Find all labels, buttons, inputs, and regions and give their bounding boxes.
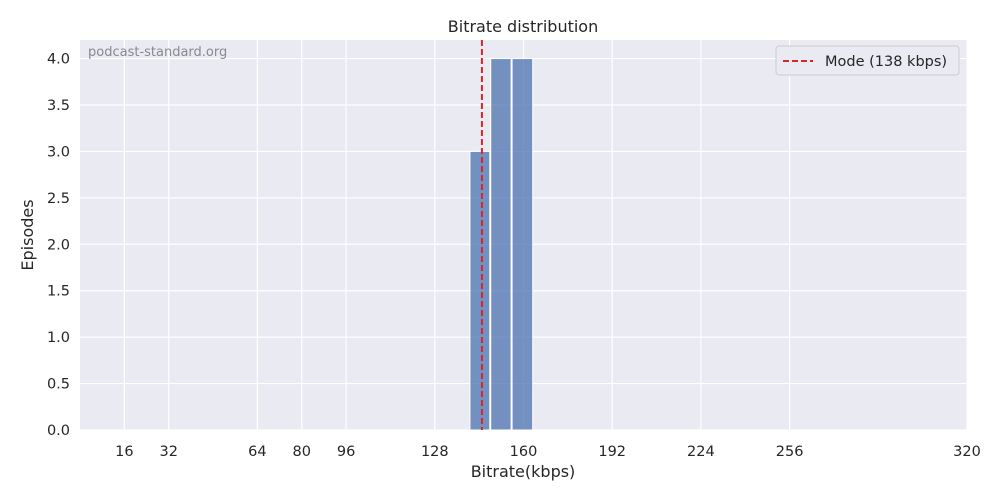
x-tick-label: 80 bbox=[293, 444, 311, 460]
histogram-bar bbox=[490, 58, 512, 431]
y-axis-title: Episodes bbox=[18, 199, 37, 270]
x-tick-label: 224 bbox=[687, 444, 715, 460]
y-tick-label: 3.0 bbox=[47, 144, 70, 160]
x-axis-title: Bitrate(kbps) bbox=[471, 462, 576, 481]
watermark: podcast-standard.org bbox=[88, 45, 227, 60]
y-tick-label: 4.0 bbox=[47, 52, 70, 68]
x-tick-label: 320 bbox=[953, 444, 981, 460]
y-tick-label: 3.5 bbox=[47, 98, 70, 114]
histogram-bars bbox=[469, 58, 534, 431]
histogram-bar bbox=[511, 58, 534, 431]
legend-mode-label: Mode (138 kbps) bbox=[825, 54, 947, 70]
y-tick-label: 2.0 bbox=[47, 237, 70, 253]
x-tick-label: 32 bbox=[159, 444, 177, 460]
y-tick-label: 2.5 bbox=[47, 191, 70, 207]
chart-title: Bitrate distribution bbox=[448, 17, 598, 36]
y-tick-label: 0.5 bbox=[47, 377, 70, 393]
x-tick-label: 160 bbox=[510, 444, 538, 460]
y-tick-label: 0.0 bbox=[47, 423, 70, 439]
x-tick-label: 256 bbox=[776, 444, 804, 460]
y-tick-label: 1.5 bbox=[47, 284, 70, 300]
x-tick-label: 96 bbox=[337, 444, 355, 460]
legend: Mode (138 kbps) bbox=[775, 45, 960, 76]
y-tick-label: 1.0 bbox=[47, 330, 70, 346]
x-tick-label: 128 bbox=[421, 444, 449, 460]
x-tick-labels: 16 32 64 80 96 128 160 192 224 256 320 bbox=[115, 444, 981, 460]
x-tick-label: 192 bbox=[598, 444, 626, 460]
y-tick-labels: 0.0 0.5 1.0 1.5 2.0 2.5 3.0 3.5 4.0 bbox=[47, 52, 70, 439]
x-tick-label: 16 bbox=[115, 444, 133, 460]
legend-box bbox=[775, 45, 960, 76]
x-tick-label: 64 bbox=[248, 444, 266, 460]
histogram-bar bbox=[469, 150, 491, 431]
